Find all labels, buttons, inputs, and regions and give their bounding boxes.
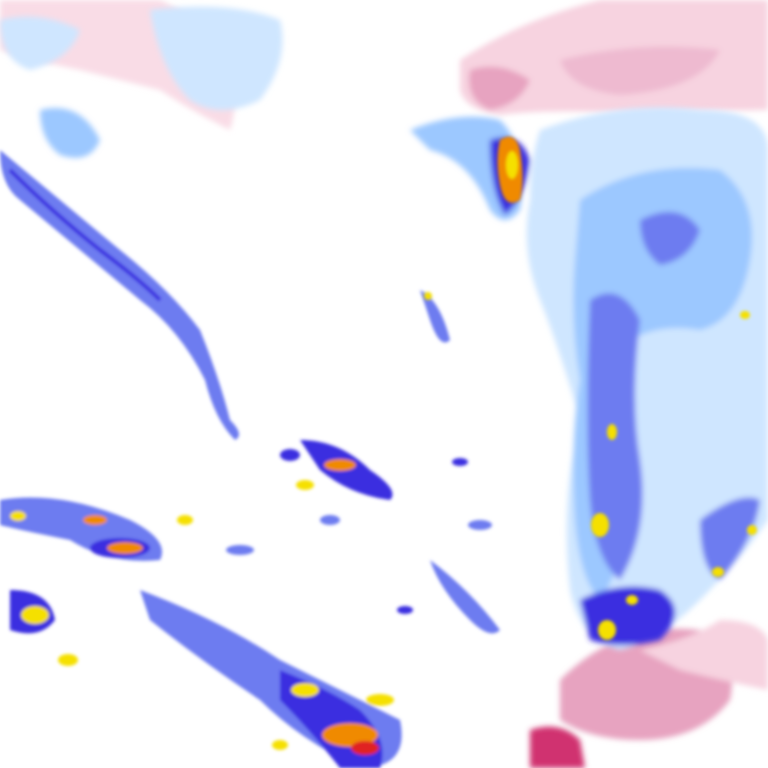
rain-area-northwest [0,6,283,158]
rain-line-northwest [0,150,239,440]
rain-cells-central [177,290,500,634]
snow-area-southeast [530,620,768,768]
intense-cores-east [424,136,757,640]
rain-cells-southwest [0,497,402,768]
